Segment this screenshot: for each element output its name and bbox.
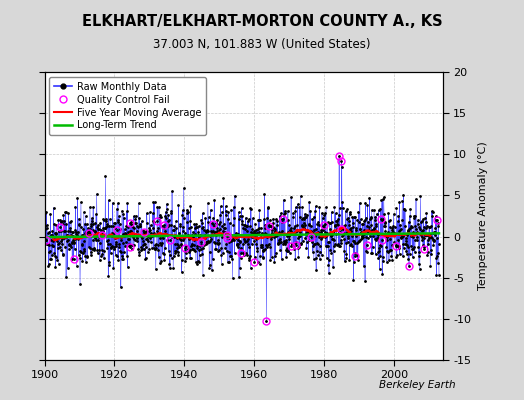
Text: Berkeley Earth: Berkeley Earth	[379, 380, 456, 390]
Text: 37.003 N, 101.883 W (United States): 37.003 N, 101.883 W (United States)	[153, 38, 371, 51]
Legend: Raw Monthly Data, Quality Control Fail, Five Year Moving Average, Long-Term Tren: Raw Monthly Data, Quality Control Fail, …	[49, 77, 206, 135]
Text: ELKHART/ELKHART-MORTON COUNTY A., KS: ELKHART/ELKHART-MORTON COUNTY A., KS	[82, 14, 442, 29]
Y-axis label: Temperature Anomaly (°C): Temperature Anomaly (°C)	[478, 142, 488, 290]
